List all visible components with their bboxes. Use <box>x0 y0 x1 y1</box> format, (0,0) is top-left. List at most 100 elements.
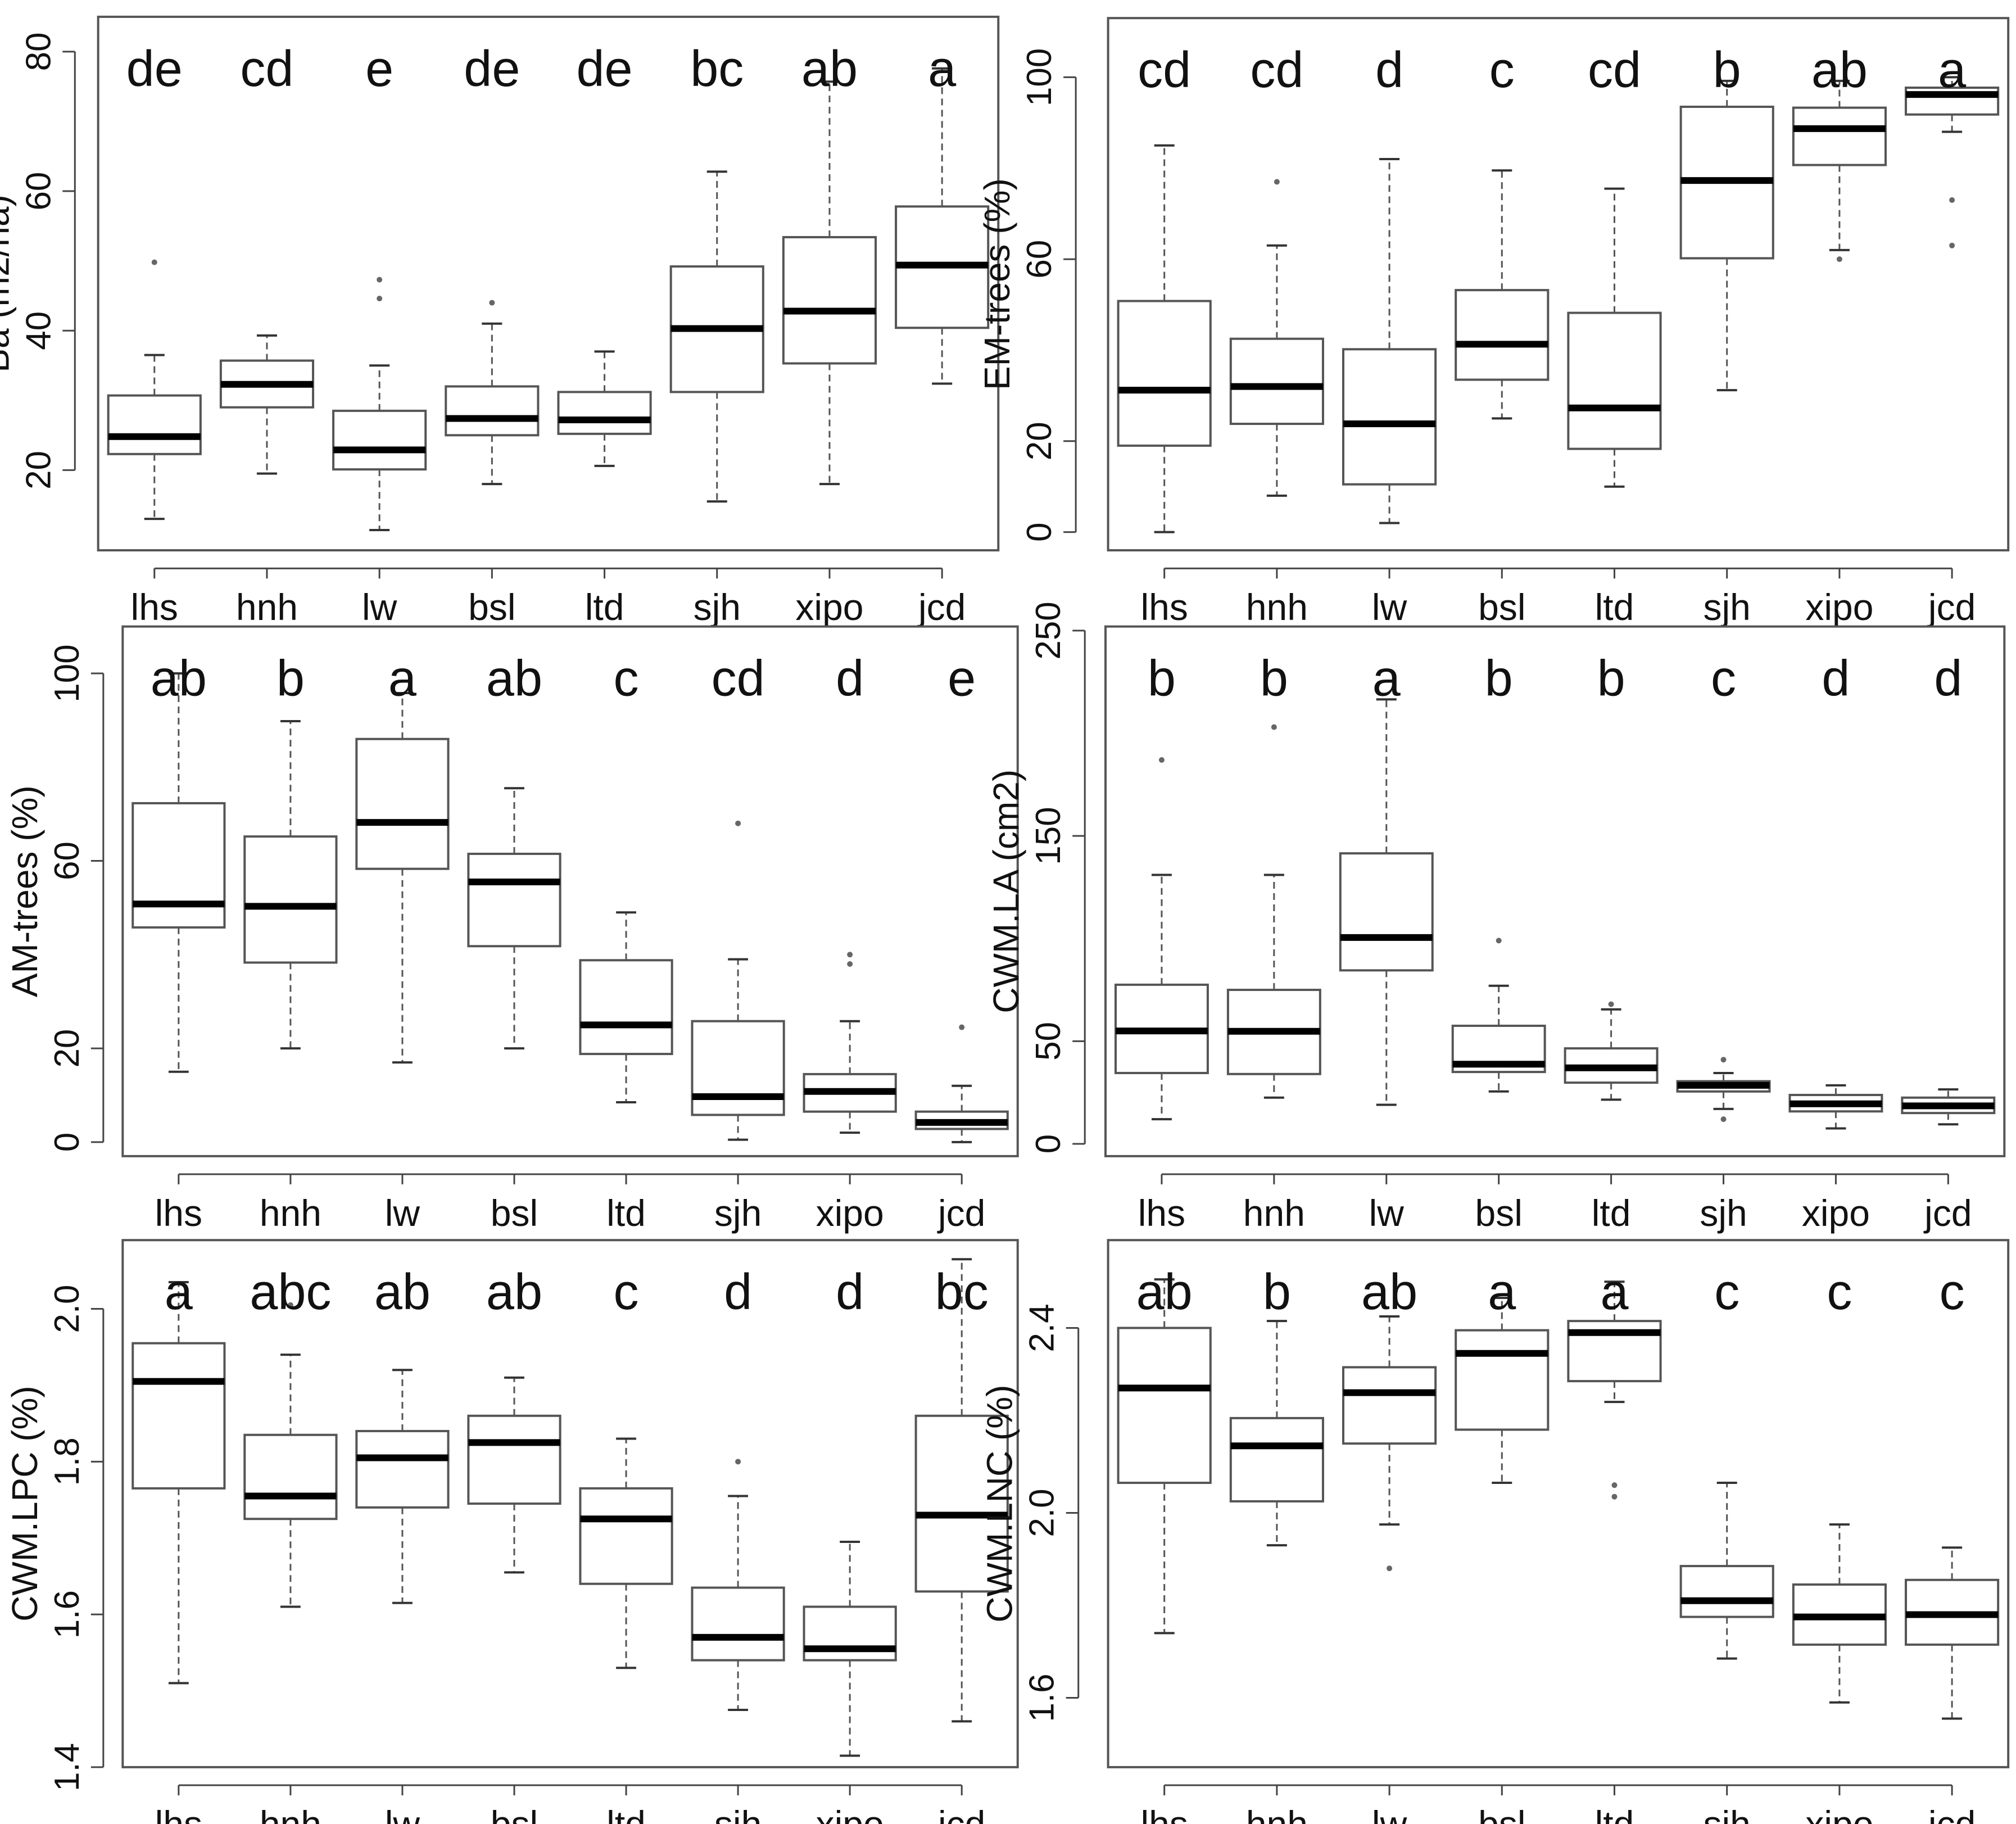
box-hnh <box>1229 179 1324 497</box>
x-tick-label-ltd: ltd <box>1595 1803 1634 1824</box>
box-jcd <box>1905 76 2000 248</box>
box-lw <box>332 277 427 532</box>
box-xipo <box>1792 1523 1887 1704</box>
iqr-box <box>355 737 450 870</box>
plot-frame <box>121 625 1019 1157</box>
iqr-box <box>132 802 226 929</box>
plot-frame <box>1104 625 2006 1157</box>
iqr-box <box>1339 852 1434 972</box>
iqr-box <box>782 236 877 365</box>
x-tick-label-hnh: hnh <box>1243 1192 1305 1234</box>
significance-letter: d <box>1375 42 1403 98</box>
outlier-point <box>1271 724 1277 730</box>
significance-letter: a <box>928 41 957 97</box>
box-lw <box>1339 698 1434 1106</box>
box-hnh <box>1229 1320 1324 1547</box>
outlier-point <box>1496 938 1502 944</box>
x-tick-label-hnh: hnh <box>260 1192 321 1234</box>
y-axis-label: CWM.LA (cm2) <box>986 770 1026 1013</box>
box-lw <box>355 1369 450 1604</box>
x-tick-label-xipo: xipo <box>1805 1803 1873 1824</box>
significance-letter: a <box>1372 651 1401 707</box>
significance-letter: b <box>277 651 305 707</box>
box-hnh <box>243 720 338 1050</box>
significance-letter: c <box>614 1264 639 1320</box>
x-tick-label-hnh: hnh <box>260 1803 321 1824</box>
y-axis-label: EM-trees (%) <box>977 178 1017 390</box>
outlier-point <box>735 1459 741 1465</box>
outlier-point <box>151 259 157 265</box>
plot-frame <box>121 1239 1019 1768</box>
y-tick-label: 100 <box>1020 48 1059 106</box>
box-sjh <box>691 820 785 1141</box>
box-lw <box>1342 158 1437 524</box>
y-tick-label: 1.4 <box>48 1743 87 1791</box>
y-tick-label: 60 <box>19 172 58 211</box>
box-sjh <box>669 170 764 503</box>
iqr-box <box>1455 1329 1550 1431</box>
x-tick-label-lw: lw <box>362 586 397 628</box>
outlier-point <box>847 952 853 958</box>
x-tick-label-lw: lw <box>1369 1192 1405 1234</box>
significance-letter: c <box>1714 1264 1739 1320</box>
iqr-box <box>1117 1327 1212 1484</box>
y-tick-label: 0 <box>1029 1134 1068 1153</box>
outlier-point <box>1611 1493 1618 1500</box>
significance-letter: a <box>1938 42 1967 98</box>
iqr-box <box>1455 289 1550 381</box>
box-sjh <box>691 1459 785 1711</box>
x-tick-label-lw: lw <box>385 1803 420 1824</box>
x-tick-label-jcd: jcd <box>917 586 966 628</box>
significance-letter: abc <box>250 1264 331 1320</box>
plot-frame <box>97 15 1000 552</box>
y-tick-label: 0 <box>48 1133 87 1152</box>
significance-letter: ab <box>486 651 542 707</box>
significance-letter: c <box>1489 42 1515 98</box>
y-axis-label: AM-trees (%) <box>4 785 45 997</box>
x-tick-label-lhs: lhs <box>1138 1192 1185 1234</box>
panel-2: 0 20 60 100 EM-trees (%) lhs cd hnh cd lw d bsl c ltd… <box>977 17 2010 628</box>
significance-letter: bc <box>690 41 744 97</box>
significance-letter: ab <box>374 1264 431 1320</box>
y-tick-label: 1.6 <box>1023 1673 1062 1722</box>
significance-letter: c <box>1711 651 1736 707</box>
box-xipo <box>1788 1084 1883 1130</box>
x-tick-label-xipo: xipo <box>1802 1192 1870 1234</box>
outlier-point <box>1720 1116 1727 1123</box>
box-jcd <box>914 1024 1009 1143</box>
significance-letter: a <box>388 651 417 707</box>
significance-letter: ab <box>1811 42 1868 98</box>
x-tick-label-hnh: hnh <box>236 586 298 628</box>
y-tick-label: 250 <box>1029 601 1068 659</box>
iqr-box <box>579 1487 673 1585</box>
outlier-point <box>1387 1565 1393 1572</box>
box-jcd <box>1901 1088 1996 1126</box>
x-tick-label-hnh: hnh <box>1246 586 1308 628</box>
outlier-point <box>287 1302 293 1308</box>
box-lhs <box>1117 1278 1212 1635</box>
outlier-point <box>1274 179 1280 185</box>
iqr-box <box>107 394 202 455</box>
significance-letter: c <box>1827 1264 1852 1320</box>
box-hnh <box>1226 724 1321 1099</box>
y-tick-label: 0 <box>1020 522 1059 541</box>
significance-letter: a <box>1488 1264 1516 1320</box>
x-tick-label-xipo: xipo <box>1805 586 1873 628</box>
box-bsl <box>445 300 540 486</box>
significance-letter: bc <box>935 1264 989 1320</box>
box-bsl <box>1455 169 1550 420</box>
x-tick-label-bsl: bsl <box>468 586 515 628</box>
outlier-point <box>377 296 383 302</box>
iqr-box <box>467 1414 561 1505</box>
iqr-box <box>557 391 652 435</box>
box-lw <box>1342 1315 1437 1572</box>
significance-letter: c <box>1940 1264 1965 1320</box>
iqr-box <box>1229 337 1324 426</box>
y-axis-label: CWM.LPC (%) <box>4 1386 45 1622</box>
box-hnh <box>219 334 315 475</box>
significance-letter: b <box>1485 651 1513 707</box>
x-tick-label-sjh: sjh <box>714 1803 762 1824</box>
x-tick-label-jcd: jcd <box>937 1192 985 1234</box>
box-ltd <box>1567 1280 1662 1500</box>
outlier-point <box>1158 757 1165 763</box>
